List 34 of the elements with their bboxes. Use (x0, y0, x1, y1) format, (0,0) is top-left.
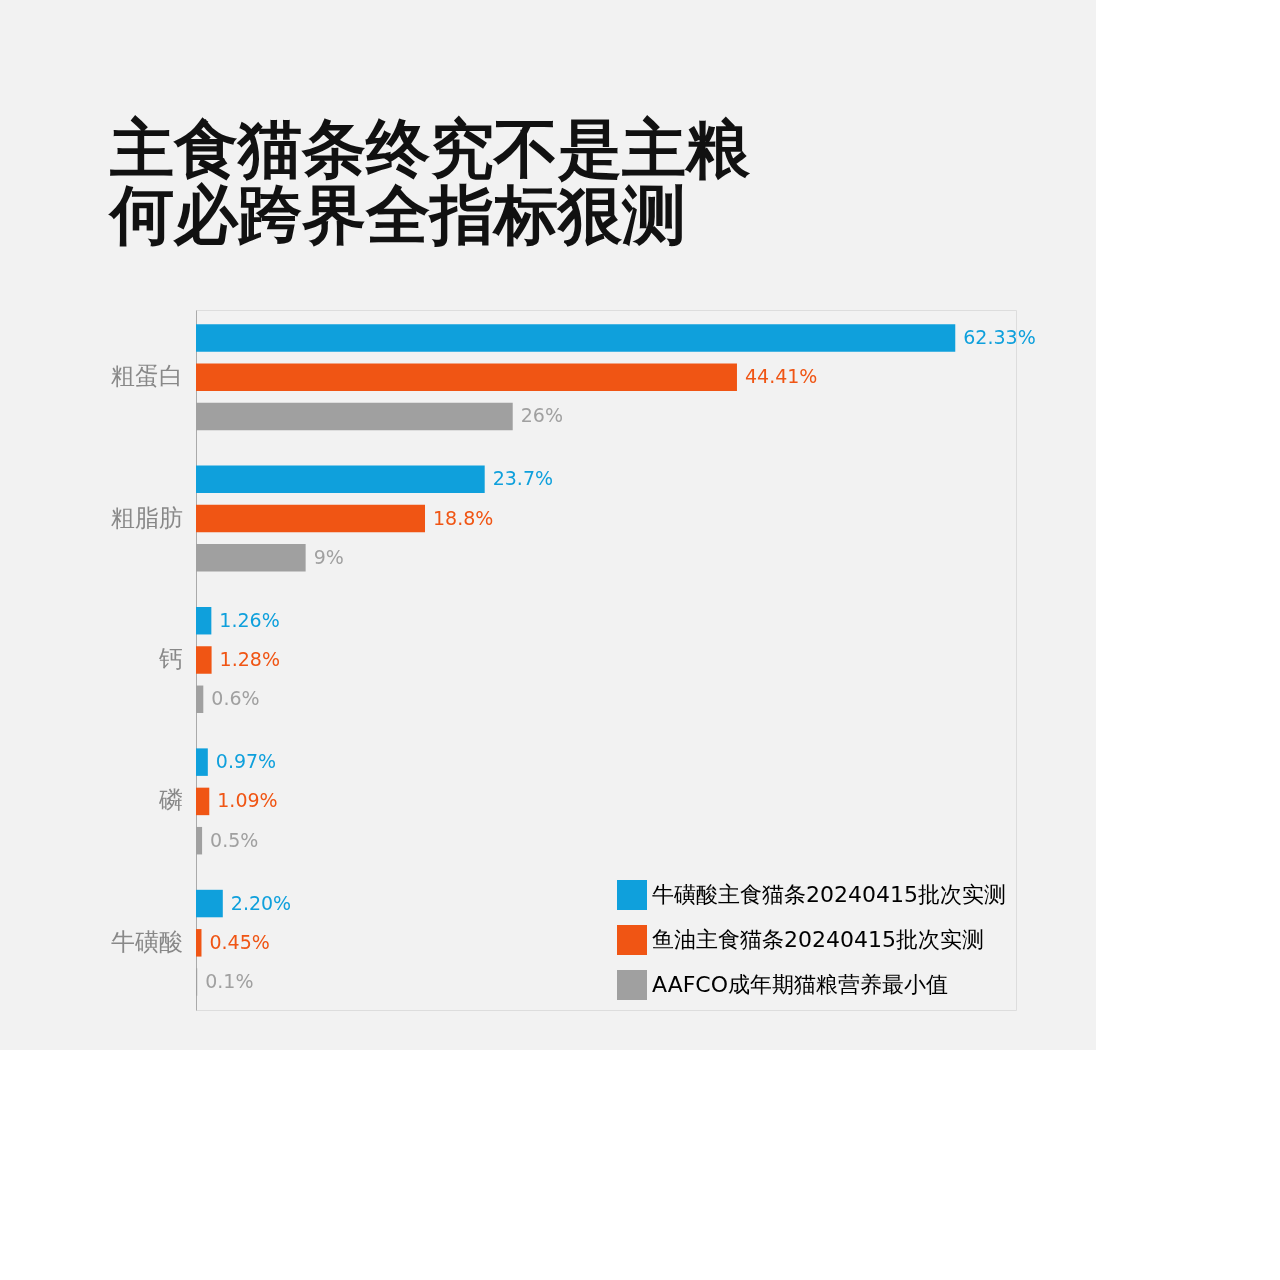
data-label: 0.45% (209, 930, 270, 953)
y-tick-label: 钙 (157, 645, 183, 673)
data-label: 62.33% (963, 325, 1036, 348)
data-label: 1.26% (219, 608, 280, 631)
chart-title: 主食猫条终究不是主粮何必跨界全指标狠测 (108, 112, 751, 252)
data-label: 0.6% (211, 687, 260, 710)
data-label: 1.09% (217, 789, 278, 812)
bar (196, 504, 426, 533)
data-label: 1.28% (219, 648, 280, 670)
bar (196, 748, 208, 776)
data-label: 0.97% (215, 750, 277, 773)
legend-label: AAFCO成年期猫粮营养最小值 (652, 972, 949, 997)
data-label: 2.20% (230, 891, 292, 914)
data-label: 44.41% (744, 365, 818, 388)
bar (196, 787, 210, 816)
data-label: 23.7% (492, 467, 554, 490)
y-tick-label: 磷 (157, 786, 183, 815)
data-label: 18.8% (433, 506, 494, 529)
legend-label: 鱼油主食猫条20240415批次实测 (652, 927, 984, 952)
data-label: 0.5% (210, 828, 259, 851)
y-tick-label: 粗脂肪 (110, 503, 183, 532)
bar (196, 465, 485, 494)
bar (196, 324, 956, 352)
data-label: 9% (313, 545, 344, 568)
y-tick-label: 牛磺酸 (110, 927, 183, 956)
bar (196, 889, 223, 918)
bar (196, 363, 737, 391)
data-label: 26% (520, 404, 563, 427)
y-tick-label: 粗蛋白 (110, 362, 183, 391)
bar (196, 606, 212, 635)
data-label: 0.1% (205, 970, 254, 993)
legend-label: 牛磺酸主食猫条20240415批次实测 (652, 882, 1006, 907)
bar (196, 646, 212, 674)
bar (196, 929, 202, 957)
